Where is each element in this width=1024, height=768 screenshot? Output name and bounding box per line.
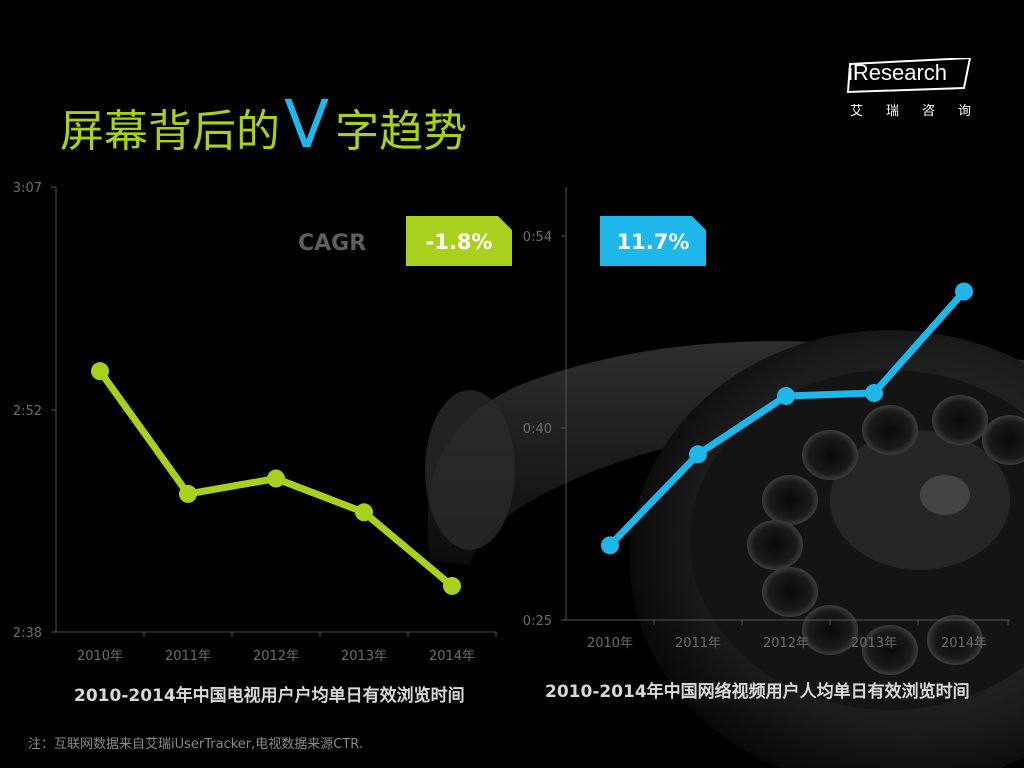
chart1-ytick-label: 0:40: [523, 422, 552, 437]
footnote: 注：互联网数据来自艾瑞iUserTracker,电视数据来源CTR.: [28, 737, 363, 752]
chart0-data-point: [267, 469, 285, 488]
page-title: 屏幕背后的 V 字趋势: [60, 58, 467, 158]
chart0-category-label: 2013年: [341, 649, 387, 664]
chart0-data-point: [179, 484, 197, 503]
chart0-ytick-label: 2:38: [13, 626, 42, 641]
chart0-cagr-value: -1.8%: [426, 230, 493, 254]
web-chart-title: 2010-2014年中国网络视频用户人均单日有效浏览时间: [545, 682, 970, 702]
iresearch-logo-shape: [846, 58, 972, 94]
chart1-cagr-value: 11.7%: [617, 230, 690, 254]
chart0-category-label: 2010年: [77, 649, 123, 664]
chart1-category-label: 2011年: [675, 636, 721, 651]
logo-name: iResearch: [848, 60, 948, 85]
chart1-category-label: 2012年: [763, 636, 809, 651]
title-prefix: 屏幕背后的: [60, 106, 280, 157]
chart1-ytick-label: 0:54: [523, 230, 552, 245]
chart1-ytick-label: 0:25: [523, 614, 552, 629]
chart0-data-point: [443, 576, 461, 595]
title-suffix: 字趋势: [335, 106, 468, 157]
chart1-data-point: [865, 384, 883, 403]
chart0-ytick-label: 2:52: [13, 404, 42, 419]
chart0-data-point: [91, 362, 109, 381]
chart1-category-label: 2014年: [941, 636, 987, 651]
chart0-cagr-badge: [406, 216, 512, 266]
chart1-category-label: 2013年: [851, 636, 897, 651]
chart1-series-line: [606, 288, 968, 549]
chart1-data-point: [689, 445, 707, 464]
chart0-category-label: 2014年: [429, 649, 475, 664]
chart0-ytick-label: 3:07: [13, 181, 42, 196]
logo-subtitle: 艾瑞咨询: [850, 104, 995, 119]
chart1-data-point: [955, 282, 973, 301]
chart1-category-label: 2010年: [587, 636, 633, 651]
title-v: V: [284, 86, 330, 163]
cagr-label: CAGR: [298, 231, 366, 256]
tv-chart-title: 2010-2014年中国电视用户户均单日有效浏览时间: [74, 686, 465, 706]
chart1-data-point: [601, 536, 619, 555]
chart0-data-point: [355, 503, 373, 522]
chart1-data-point: [777, 387, 795, 406]
chart0-category-label: 2011年: [165, 649, 211, 664]
chart1-cagr-badge: [600, 216, 706, 266]
chart0-category-label: 2012年: [253, 649, 299, 664]
